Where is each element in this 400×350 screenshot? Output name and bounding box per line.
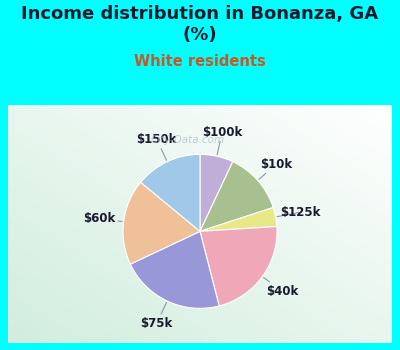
Wedge shape — [123, 182, 200, 264]
Text: $40k: $40k — [264, 278, 298, 298]
Text: $75k: $75k — [140, 302, 173, 330]
Text: $150k: $150k — [136, 133, 177, 160]
Text: $100k: $100k — [202, 126, 242, 155]
Text: White residents: White residents — [134, 54, 266, 69]
Text: Income distribution in Bonanza, GA
(%): Income distribution in Bonanza, GA (%) — [22, 5, 378, 44]
Wedge shape — [130, 231, 219, 308]
Wedge shape — [200, 162, 273, 231]
Text: $10k: $10k — [259, 158, 292, 180]
Text: City-Data.com: City-Data.com — [150, 135, 224, 145]
Wedge shape — [200, 154, 233, 231]
Wedge shape — [200, 208, 277, 231]
Wedge shape — [141, 154, 200, 231]
Wedge shape — [200, 226, 277, 306]
Text: $125k: $125k — [277, 206, 320, 219]
Text: $60k: $60k — [83, 212, 122, 225]
